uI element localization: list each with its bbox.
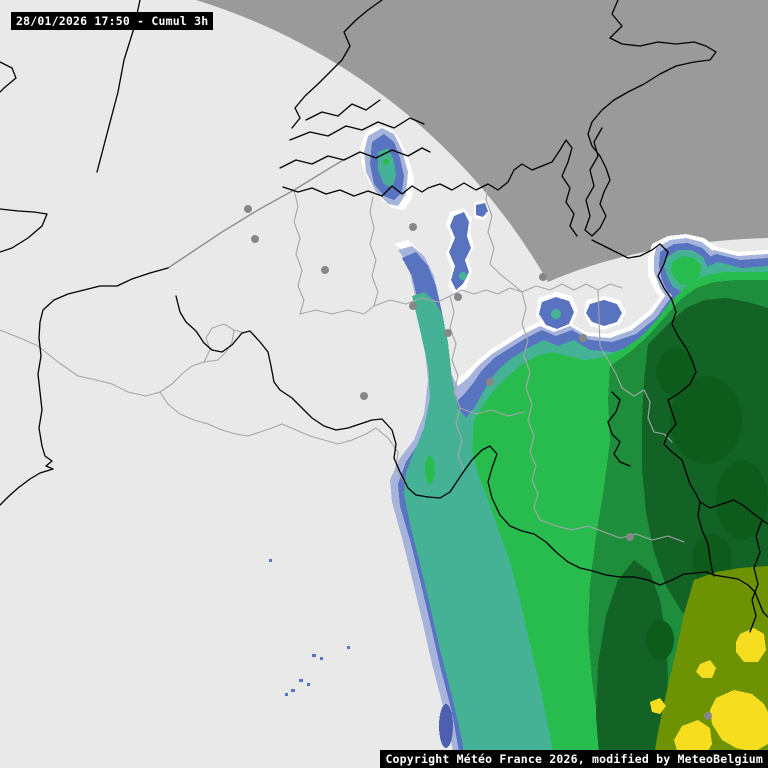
timestamp-label: 28/01/2026 17:50 - Cumul 3h [11,12,214,30]
belgium-germany-border [591,239,701,503]
dutch-islands-3 [279,147,431,169]
city-dot [486,378,494,386]
city-dot [409,223,417,231]
french-coastline [0,267,169,506]
precipitation-layer [269,126,768,768]
city-dot [539,273,547,281]
city-dot [360,392,368,400]
city-dot [444,329,452,337]
city-dot [579,334,587,342]
luxembourg-west-border [697,501,715,577]
dutch-coast-north [291,0,383,129]
no-data-sector [196,0,768,282]
city-dot [626,533,634,541]
dutch-islands-2 [289,117,425,141]
england-coast-kent [0,208,48,253]
coastline-layer [167,158,346,269]
france-belgium-border [175,295,768,618]
copyright-label: Copyright Météo France 2026, modified by… [380,750,768,768]
city-dots-layer [244,205,712,720]
country-border-layer [0,0,768,633]
england-coast-corner [0,61,17,93]
city-dot [244,205,252,213]
region-border-layer [0,183,685,543]
dutch-islands-1 [305,99,381,121]
city-dot [409,302,417,310]
city-dot [454,293,462,301]
belgian-coastline [167,158,346,269]
netherlands-germany-border [584,0,717,237]
luxembourg-north-border [699,499,768,525]
city-dot [321,266,329,274]
city-dot [704,712,712,720]
luxembourg-east-border [749,519,763,633]
scheldt-south-bank [282,185,429,197]
city-dot [251,235,259,243]
givet-salient-border [607,391,631,467]
belgium-netherlands-border [427,139,578,237]
